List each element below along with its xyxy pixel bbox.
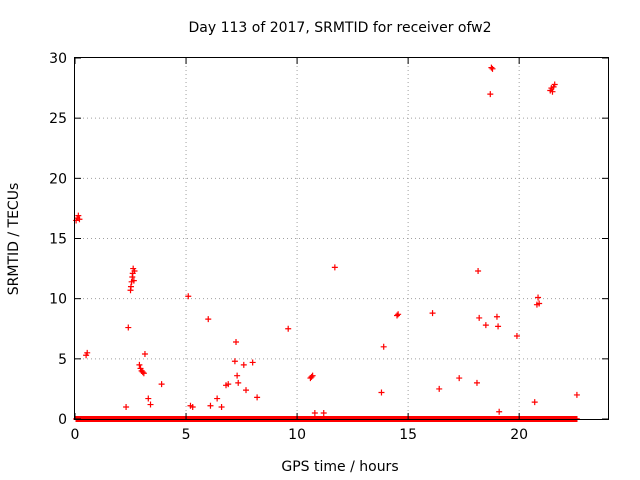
data-point: [311, 409, 318, 416]
y-tick-label: 20: [49, 171, 67, 187]
data-point: [395, 311, 402, 318]
data-point: [158, 381, 165, 388]
data-point: [476, 314, 483, 321]
data-point: [130, 277, 137, 284]
grid-lines: [75, 58, 608, 419]
data-point: [285, 325, 292, 332]
x-tick-label: 10: [288, 427, 306, 443]
data-point: [473, 379, 480, 386]
y-tick-label: 25: [49, 111, 67, 127]
data-point: [531, 399, 538, 406]
data-point: [331, 264, 338, 271]
data-point: [378, 389, 385, 396]
data-point: [185, 293, 192, 300]
data-point: [394, 312, 401, 319]
data-point: [549, 88, 556, 95]
x-tick-label: 5: [182, 427, 191, 443]
data-point: [495, 323, 502, 330]
data-point: [140, 370, 147, 377]
data-point: [84, 349, 91, 356]
data-point: [147, 401, 154, 408]
data-point: [551, 81, 558, 88]
data-point: [254, 394, 261, 401]
data-point: [436, 385, 443, 392]
y-tick-label: 0: [58, 412, 67, 428]
chart-title: Day 113 of 2017, SRMTID for receiver ofw…: [188, 20, 491, 36]
data-point: [573, 391, 580, 398]
data-point: [231, 358, 238, 365]
y-tick-label: 30: [49, 51, 67, 67]
data-point: [308, 373, 315, 380]
x-tick-label: 20: [510, 427, 528, 443]
data-point: [482, 322, 489, 329]
data-point: [475, 267, 482, 274]
data-point: [309, 372, 316, 379]
data-point: [240, 361, 247, 368]
data-point: [131, 267, 138, 274]
data-point: [207, 402, 214, 409]
data-point: [205, 316, 212, 323]
data-point: [456, 375, 463, 382]
data-point: [234, 372, 241, 379]
data-point: [489, 65, 496, 72]
data-point: [535, 294, 542, 301]
data-point: [243, 387, 250, 394]
data-point: [380, 343, 387, 350]
y-tick-label: 15: [49, 232, 67, 248]
data-point: [139, 369, 146, 376]
data-point: [496, 408, 503, 415]
data-point: [233, 338, 240, 345]
data-point: [235, 379, 242, 386]
data-point: [218, 403, 225, 410]
data-point: [145, 395, 152, 402]
x-tick-label: 15: [399, 427, 417, 443]
data-point: [76, 216, 83, 223]
axis-ticks: 0 5 10 15 20 0 5 10 15 20 25 30: [49, 51, 608, 443]
x-axis-label: GPS time / hours: [281, 459, 398, 475]
data-point: [513, 332, 520, 339]
y-tick-label: 10: [49, 292, 67, 308]
data-point: [429, 310, 436, 317]
data-point: [189, 403, 196, 410]
data-point: [488, 64, 495, 71]
data-point: [487, 91, 494, 98]
data-point: [123, 403, 130, 410]
data-point: [320, 409, 327, 416]
data-point: [136, 361, 143, 368]
y-axis-label: SRMTID / TECUs: [6, 183, 22, 296]
y-tick-label: 5: [58, 352, 67, 368]
data-point: [141, 351, 148, 358]
data-point: [249, 359, 256, 366]
data-point: [214, 395, 221, 402]
x-tick-label: 0: [71, 427, 80, 443]
data-point: [75, 212, 82, 219]
data-point: [536, 300, 543, 307]
data-point: [127, 283, 134, 290]
data-point: [225, 381, 232, 388]
plot-frame: [74, 57, 609, 420]
data-point: [125, 324, 132, 331]
data-point: [493, 313, 500, 320]
